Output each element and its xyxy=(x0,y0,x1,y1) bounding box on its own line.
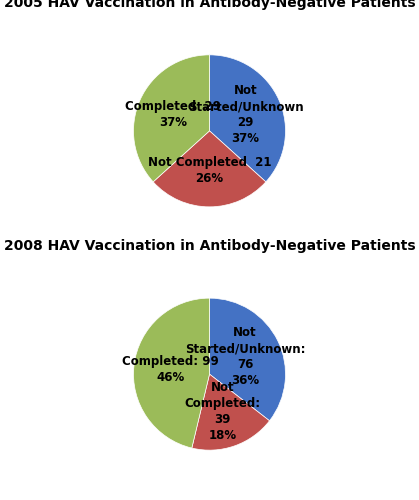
Text: Not
Completed:
39
18%: Not Completed: 39 18% xyxy=(184,381,261,442)
Wedge shape xyxy=(153,131,266,207)
Wedge shape xyxy=(134,55,210,182)
Title: 2005 HAV Vaccination in Antibody-Negative Patients: 2005 HAV Vaccination in Antibody-Negativ… xyxy=(4,0,415,10)
Text: Not
Started/Unknown:
76
36%: Not Started/Unknown: 76 36% xyxy=(185,326,305,388)
Text: Completed  29
37%: Completed 29 37% xyxy=(125,100,221,130)
Text: Completed: 99
46%: Completed: 99 46% xyxy=(122,355,219,384)
Title: 2008 HAV Vaccination in Antibody-Negative Patients: 2008 HAV Vaccination in Antibody-Negativ… xyxy=(4,239,415,253)
Text: Not
Started/Unknown
29
37%: Not Started/Unknown 29 37% xyxy=(188,84,303,146)
Wedge shape xyxy=(134,298,210,448)
Text: Not Completed  21
26%: Not Completed 21 26% xyxy=(148,156,271,185)
Wedge shape xyxy=(192,374,269,450)
Wedge shape xyxy=(210,298,285,421)
Wedge shape xyxy=(210,55,285,182)
